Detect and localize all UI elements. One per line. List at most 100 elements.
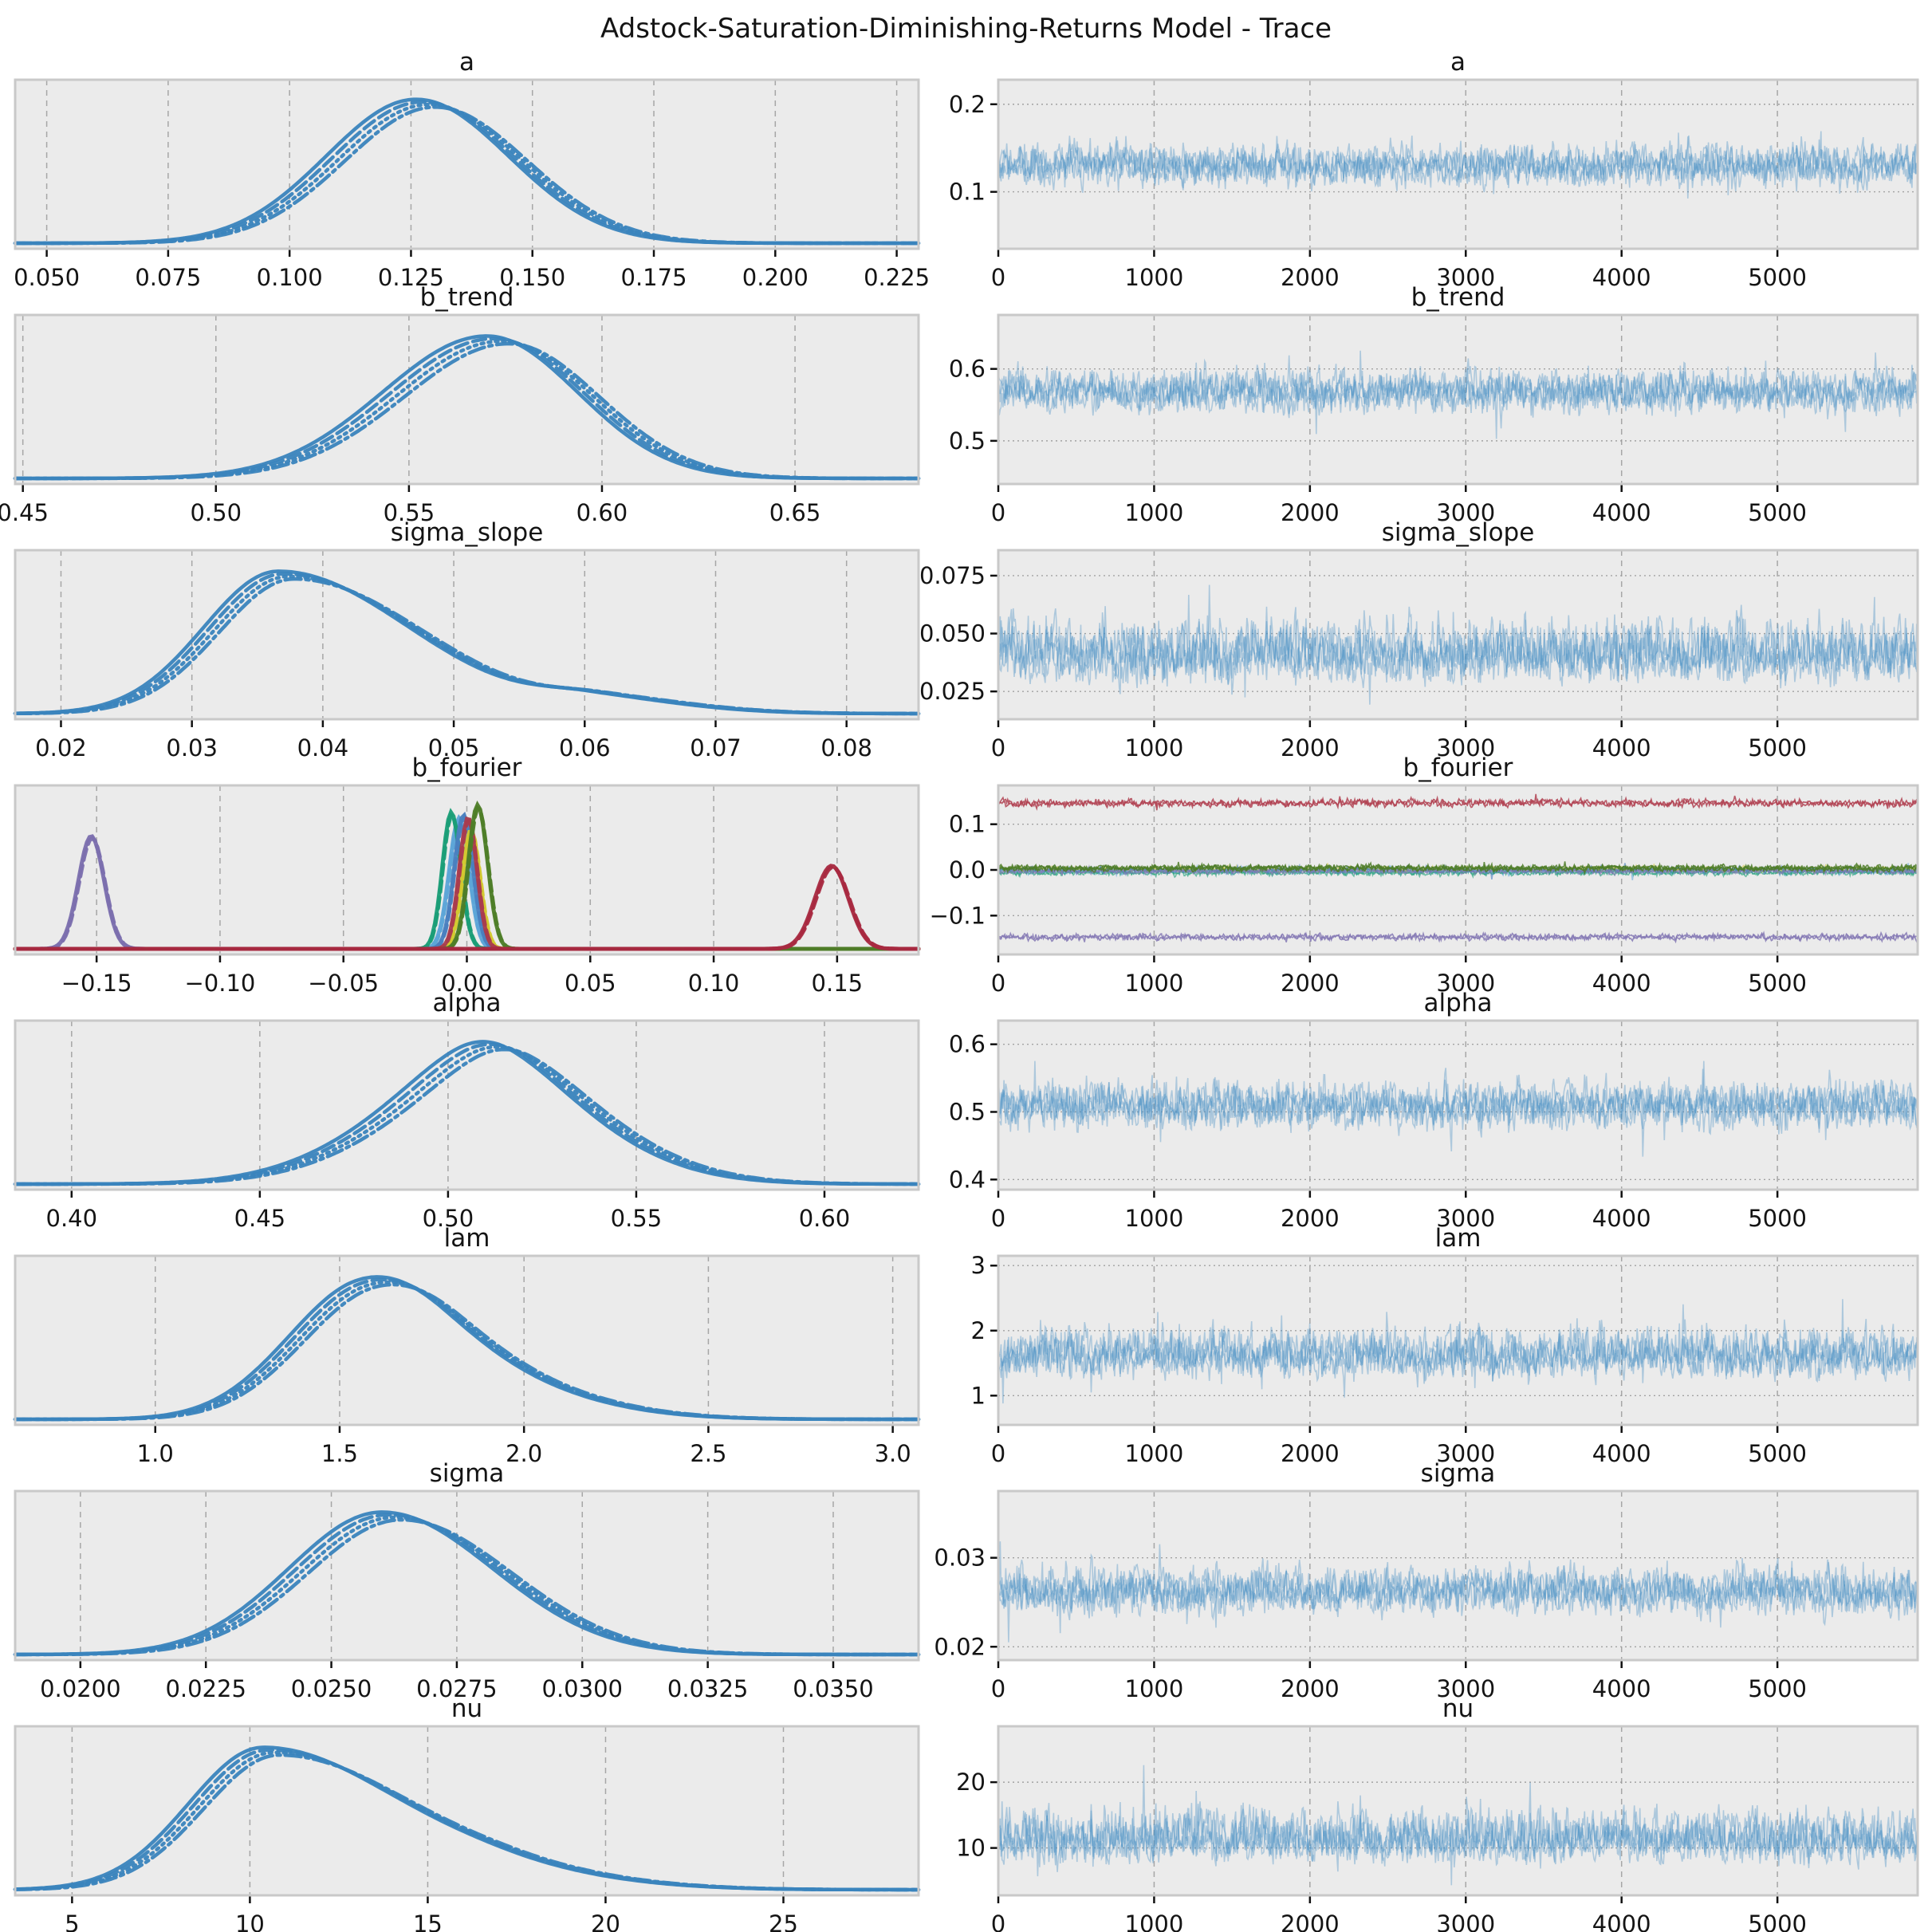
svg-text:0.60: 0.60 (576, 499, 628, 526)
svg-text:1000: 1000 (1125, 1205, 1184, 1232)
kde-title-b_fourier: b_fourier (412, 754, 522, 782)
trace-title-b_fourier: b_fourier (1403, 754, 1513, 782)
trace-title-sigma_slope: sigma_slope (1382, 518, 1535, 547)
svg-text:0.03: 0.03 (934, 1544, 986, 1572)
svg-text:1000: 1000 (1125, 734, 1184, 761)
svg-text:4000: 4000 (1592, 499, 1651, 526)
svg-text:0.07: 0.07 (690, 734, 742, 761)
row-sigma_slope: sigma_slope sigma_slope 0.02 0.03 0.04 0.05 0.… (0, 518, 1932, 761)
kde-title-nu: nu (451, 1694, 482, 1723)
svg-text:0: 0 (991, 1205, 1005, 1232)
svg-text:3000: 3000 (1436, 970, 1495, 997)
svg-text:0.125: 0.125 (378, 264, 444, 291)
svg-text:0.2: 0.2 (949, 91, 986, 118)
svg-text:0.4: 0.4 (949, 1166, 986, 1193)
svg-text:0.04: 0.04 (297, 734, 349, 761)
svg-text:5000: 5000 (1748, 1675, 1807, 1702)
svg-text:−0.05: −0.05 (308, 970, 379, 997)
svg-text:0.0300: 0.0300 (542, 1675, 623, 1702)
svg-text:1000: 1000 (1125, 499, 1184, 526)
kde-plot-sigma_slope: 0.02 0.03 0.04 0.05 0.06 0.07 0.08 (13, 549, 921, 761)
svg-text:1.0: 1.0 (137, 1440, 174, 1467)
svg-text:0.050: 0.050 (919, 620, 986, 647)
svg-text:3000: 3000 (1436, 499, 1495, 526)
svg-text:0.100: 0.100 (257, 264, 323, 291)
row-b_trend: b_trend b_trend 0.45 0.50 0.55 0.60 0.65 0 1000 2… (0, 283, 1932, 526)
svg-text:10: 10 (956, 1835, 986, 1862)
svg-text:15: 15 (413, 1910, 443, 1932)
svg-text:1000: 1000 (1125, 264, 1184, 291)
svg-text:0.00: 0.00 (441, 970, 493, 997)
svg-text:0.0250: 0.0250 (291, 1675, 372, 1702)
svg-text:0.40: 0.40 (46, 1205, 98, 1232)
kde-title-sigma_slope: sigma_slope (391, 518, 544, 547)
row-a: a a 0.050 0.075 0.100 0.125 0.150 0.175 0.200 0.2… (0, 48, 1932, 291)
svg-text:4000: 4000 (1592, 1205, 1651, 1232)
kde-plot-b_trend: 0.45 0.50 0.55 0.60 0.65 (0, 313, 921, 526)
svg-text:0: 0 (991, 734, 1005, 761)
row-lam: lam lam 1.0 1.5 2.0 2.5 3.0 0 1000 2000 3000 4000 50… (0, 1224, 1932, 1467)
svg-text:−0.10: −0.10 (184, 970, 255, 997)
trace-plot-b_fourier: 0 1000 2000 3000 4000 5000 −0.1 0.0 0.1 (930, 784, 1919, 997)
svg-text:2000: 2000 (1281, 1205, 1340, 1232)
svg-text:0.0: 0.0 (949, 856, 986, 883)
svg-text:0.0350: 0.0350 (793, 1675, 873, 1702)
svg-text:0.08: 0.08 (820, 734, 872, 761)
svg-text:2.0: 2.0 (506, 1440, 542, 1467)
svg-text:2000: 2000 (1281, 734, 1340, 761)
svg-text:−0.1: −0.1 (930, 902, 986, 929)
svg-text:0.0200: 0.0200 (40, 1675, 120, 1702)
svg-text:3000: 3000 (1436, 1205, 1495, 1232)
svg-text:5000: 5000 (1748, 1910, 1807, 1932)
trace-title-nu: nu (1442, 1694, 1474, 1723)
trace-plot-a: 0 1000 2000 3000 4000 5000 0.1 0.2 (949, 78, 1919, 291)
svg-text:0.0325: 0.0325 (667, 1675, 748, 1702)
svg-text:0.03: 0.03 (166, 734, 218, 761)
trace-plot-lam: 0 1000 2000 3000 4000 5000 1 2 3 (971, 1252, 1919, 1467)
svg-text:5000: 5000 (1748, 734, 1807, 761)
trace-plot-b_trend: 0 1000 2000 3000 4000 5000 0.5 0.6 (949, 313, 1919, 526)
svg-text:2000: 2000 (1281, 264, 1340, 291)
svg-text:0.050: 0.050 (14, 264, 80, 291)
svg-text:3: 3 (971, 1252, 986, 1279)
figure-title: Adstock-Saturation-Diminishing-Returns M… (600, 13, 1332, 45)
svg-text:0.1: 0.1 (949, 811, 986, 838)
svg-text:0.05: 0.05 (565, 970, 616, 997)
svg-text:5000: 5000 (1748, 1205, 1807, 1232)
svg-text:5000: 5000 (1748, 970, 1807, 997)
trace-title-lam: lam (1435, 1224, 1481, 1253)
svg-text:0.06: 0.06 (559, 734, 611, 761)
row-alpha: alpha alpha 0.40 0.45 0.50 0.55 0.60 0 1000 2000 3… (0, 989, 1932, 1232)
svg-text:2000: 2000 (1281, 970, 1340, 997)
svg-text:4000: 4000 (1592, 1675, 1651, 1702)
svg-text:2: 2 (971, 1317, 986, 1344)
svg-text:0.200: 0.200 (742, 264, 809, 291)
svg-text:1000: 1000 (1125, 1440, 1184, 1467)
svg-text:0.0275: 0.0275 (416, 1675, 497, 1702)
svg-text:1000: 1000 (1125, 1675, 1184, 1702)
svg-text:0.225: 0.225 (864, 264, 930, 291)
kde-plot-nu: 5 10 15 20 25 (13, 1725, 921, 1932)
kde-plot-b_fourier: −0.15 −0.10 −0.05 0.00 0.05 0.10 0.15 (13, 784, 921, 997)
svg-text:3000: 3000 (1436, 1440, 1495, 1467)
kde-title-sigma: sigma (430, 1459, 505, 1488)
trace-plot-alpha: 0 1000 2000 3000 4000 5000 0.4 0.5 0.6 (949, 1019, 1919, 1232)
svg-text:0: 0 (991, 264, 1005, 291)
svg-text:3000: 3000 (1436, 734, 1495, 761)
svg-text:20: 20 (956, 1769, 986, 1796)
svg-text:0.1: 0.1 (949, 179, 986, 206)
trace-title-alpha: alpha (1424, 989, 1493, 1017)
kde-plot-lam: 1.0 1.5 2.0 2.5 3.0 (13, 1254, 921, 1467)
svg-text:−0.15: −0.15 (61, 970, 132, 997)
kde-plot-alpha: 0.40 0.45 0.50 0.55 0.60 (13, 1019, 921, 1232)
svg-text:0.150: 0.150 (499, 264, 565, 291)
svg-text:5000: 5000 (1748, 264, 1807, 291)
svg-text:0.0225: 0.0225 (165, 1675, 246, 1702)
svg-text:0: 0 (991, 970, 1005, 997)
svg-text:2000: 2000 (1281, 499, 1340, 526)
svg-text:0: 0 (991, 499, 1005, 526)
svg-text:0.02: 0.02 (35, 734, 87, 761)
svg-text:0.45: 0.45 (234, 1205, 286, 1232)
kde-title-lam: lam (444, 1224, 490, 1253)
svg-text:1: 1 (971, 1382, 986, 1409)
